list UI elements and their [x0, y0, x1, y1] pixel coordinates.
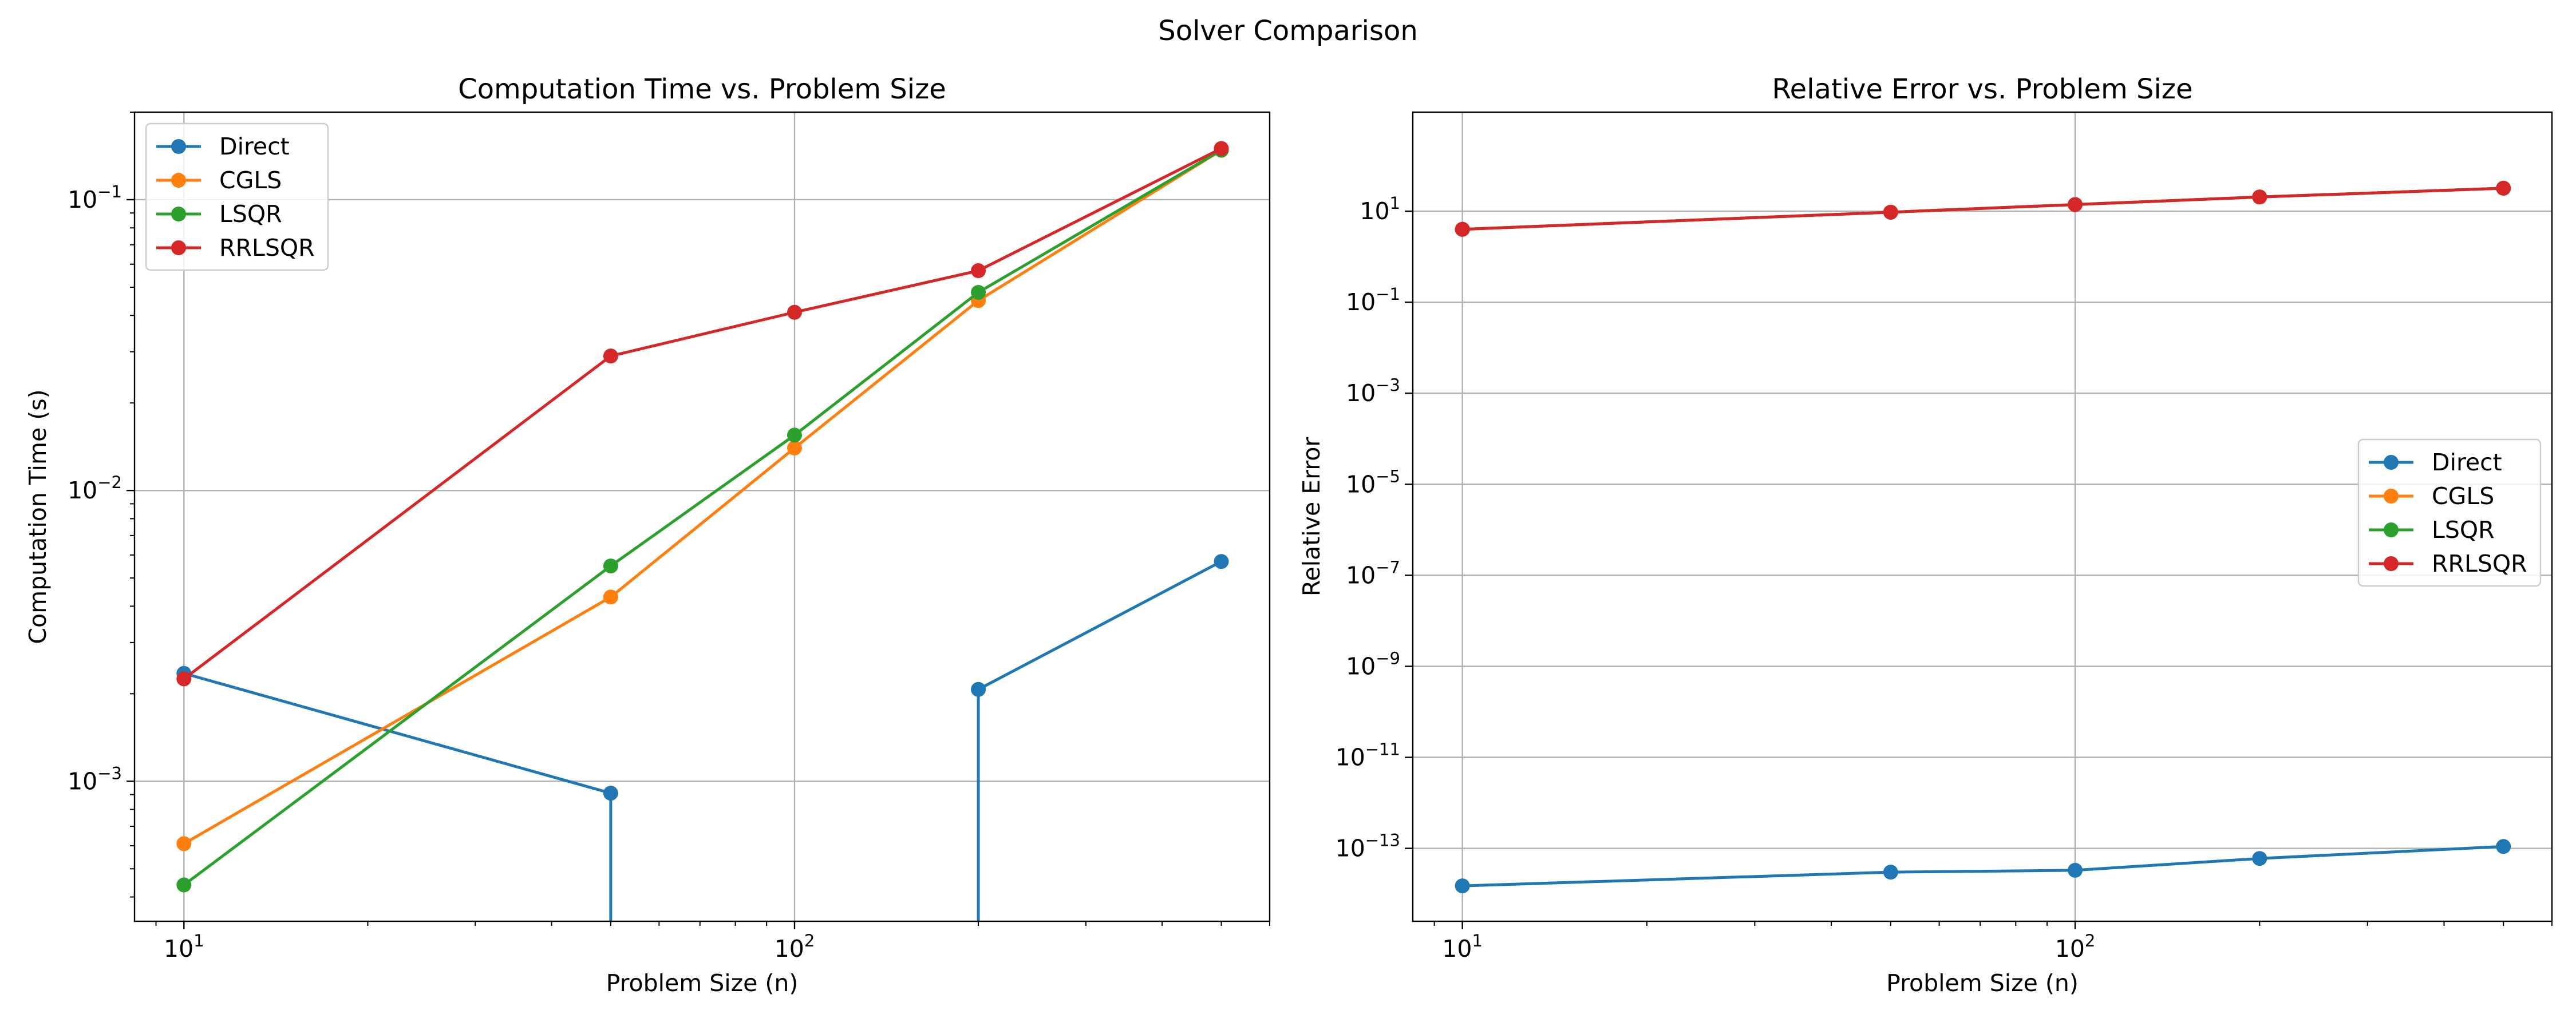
legend-label: Direct	[2432, 449, 2502, 476]
series-line-rrlsqr	[1462, 187, 2504, 231]
series-line-cgls	[183, 149, 1222, 845]
data-point-direct	[1214, 554, 1229, 569]
series-cgls	[176, 142, 1229, 851]
data-point-rrlsqr	[971, 263, 986, 279]
data-point-rrlsqr	[1455, 221, 1470, 237]
data-point-direct	[2496, 839, 2511, 854]
data-point-direct	[1455, 878, 1470, 894]
data-point-rrlsqr	[1214, 141, 1229, 156]
y-tick-label: 10−7	[1346, 557, 1400, 589]
data-point-rrlsqr	[1883, 204, 1898, 220]
legend-marker	[171, 139, 186, 154]
y-tick-label: 101	[1360, 193, 1400, 225]
series-line-direct	[1462, 845, 2504, 888]
legend-marker	[2384, 489, 2399, 504]
legend-marker	[171, 207, 186, 221]
data-point-lsqr	[971, 284, 986, 300]
series-direct	[1455, 839, 2511, 894]
legend-label: CGLS	[219, 167, 282, 194]
chart-1: 101 102 10−3 10−2 10−1 Computation Time vs. P…	[24, 73, 1271, 997]
legend-marker	[2384, 455, 2399, 470]
legend-label: LSQR	[2432, 516, 2495, 544]
legend-marker	[2384, 522, 2399, 537]
chart-title: Computation Time vs. Problem Size	[458, 73, 946, 105]
x-tick-label: 101	[164, 931, 204, 962]
x-tick-label: 102	[775, 931, 815, 962]
chart-2: 101 102 10−13 10−11 10−9 10−7 10−5 10−3 10−1 101 R…	[1298, 73, 2553, 997]
series-lsqr	[176, 142, 1229, 893]
legend-label: RRLSQR	[2432, 550, 2527, 577]
legend-label: RRLSQR	[219, 234, 315, 262]
data-point-direct	[1883, 865, 1898, 880]
data-point-lsqr	[787, 427, 802, 443]
y-tick-label: 10−5	[1346, 466, 1400, 498]
axes-frame	[133, 111, 1271, 922]
series-line-lsqr	[183, 149, 1222, 886]
series-line-direct	[183, 560, 1222, 921]
legend-box	[2357, 438, 2542, 587]
y-axis-label: Computation Time (s)	[24, 389, 52, 644]
y-axis-label: Relative Error	[1298, 437, 1325, 596]
data-point-rrlsqr	[603, 348, 618, 364]
data-point-cgls	[787, 440, 802, 455]
legend: Direct CGLS LSQR RRLSQR	[145, 122, 329, 271]
x-tick-label: 102	[2055, 931, 2096, 962]
y-tick-label: 10−11	[1336, 740, 1400, 771]
data-point-rrlsqr	[787, 304, 802, 320]
chart-title: Relative Error vs. Problem Size	[1772, 73, 2192, 105]
data-point-rrlsqr	[2068, 197, 2083, 212]
x-axis-label: Problem Size (n)	[1886, 969, 2079, 997]
series-rrlsqr	[1455, 180, 2511, 237]
legend-marker	[171, 240, 186, 255]
data-point-rrlsqr	[2252, 189, 2267, 205]
legend-marker	[171, 173, 186, 188]
y-tick-label: 10−1	[68, 182, 122, 213]
y-tick-label: 10−3	[1346, 375, 1400, 407]
legend: Direct CGLS LSQR RRLSQR	[2357, 438, 2542, 587]
legend-label: Direct	[219, 133, 290, 160]
data-point-rrlsqr	[176, 671, 192, 687]
y-tick-label: 10−3	[68, 763, 122, 795]
data-point-cgls	[603, 589, 618, 605]
y-tick-label: 10−13	[1336, 831, 1400, 862]
data-point-cgls	[176, 836, 192, 851]
data-point-direct	[2068, 862, 2083, 878]
axes-frame	[1412, 111, 2553, 922]
data-point-lsqr	[603, 558, 618, 574]
legend-label: LSQR	[219, 200, 282, 228]
series-direct	[176, 554, 1229, 921]
y-tick-label: 10−2	[68, 473, 122, 504]
figure-suptitle: Solver Comparison	[1158, 15, 1418, 47]
data-point-direct	[603, 786, 618, 801]
legend-label: CGLS	[2432, 482, 2494, 510]
x-axis-label: Problem Size (n)	[606, 969, 799, 997]
series-rrlsqr	[176, 141, 1229, 687]
series-line-rrlsqr	[183, 147, 1222, 680]
x-tick-label: 101	[1442, 931, 1483, 962]
legend-marker	[2384, 556, 2399, 571]
data-point-lsqr	[176, 877, 192, 893]
data-point-direct	[971, 682, 986, 697]
y-tick-label: 10−9	[1346, 648, 1400, 680]
data-point-rrlsqr	[2496, 180, 2511, 196]
data-point-direct	[2252, 851, 2267, 866]
legend-box	[145, 122, 329, 271]
y-tick-label: 10−1	[1346, 284, 1400, 316]
